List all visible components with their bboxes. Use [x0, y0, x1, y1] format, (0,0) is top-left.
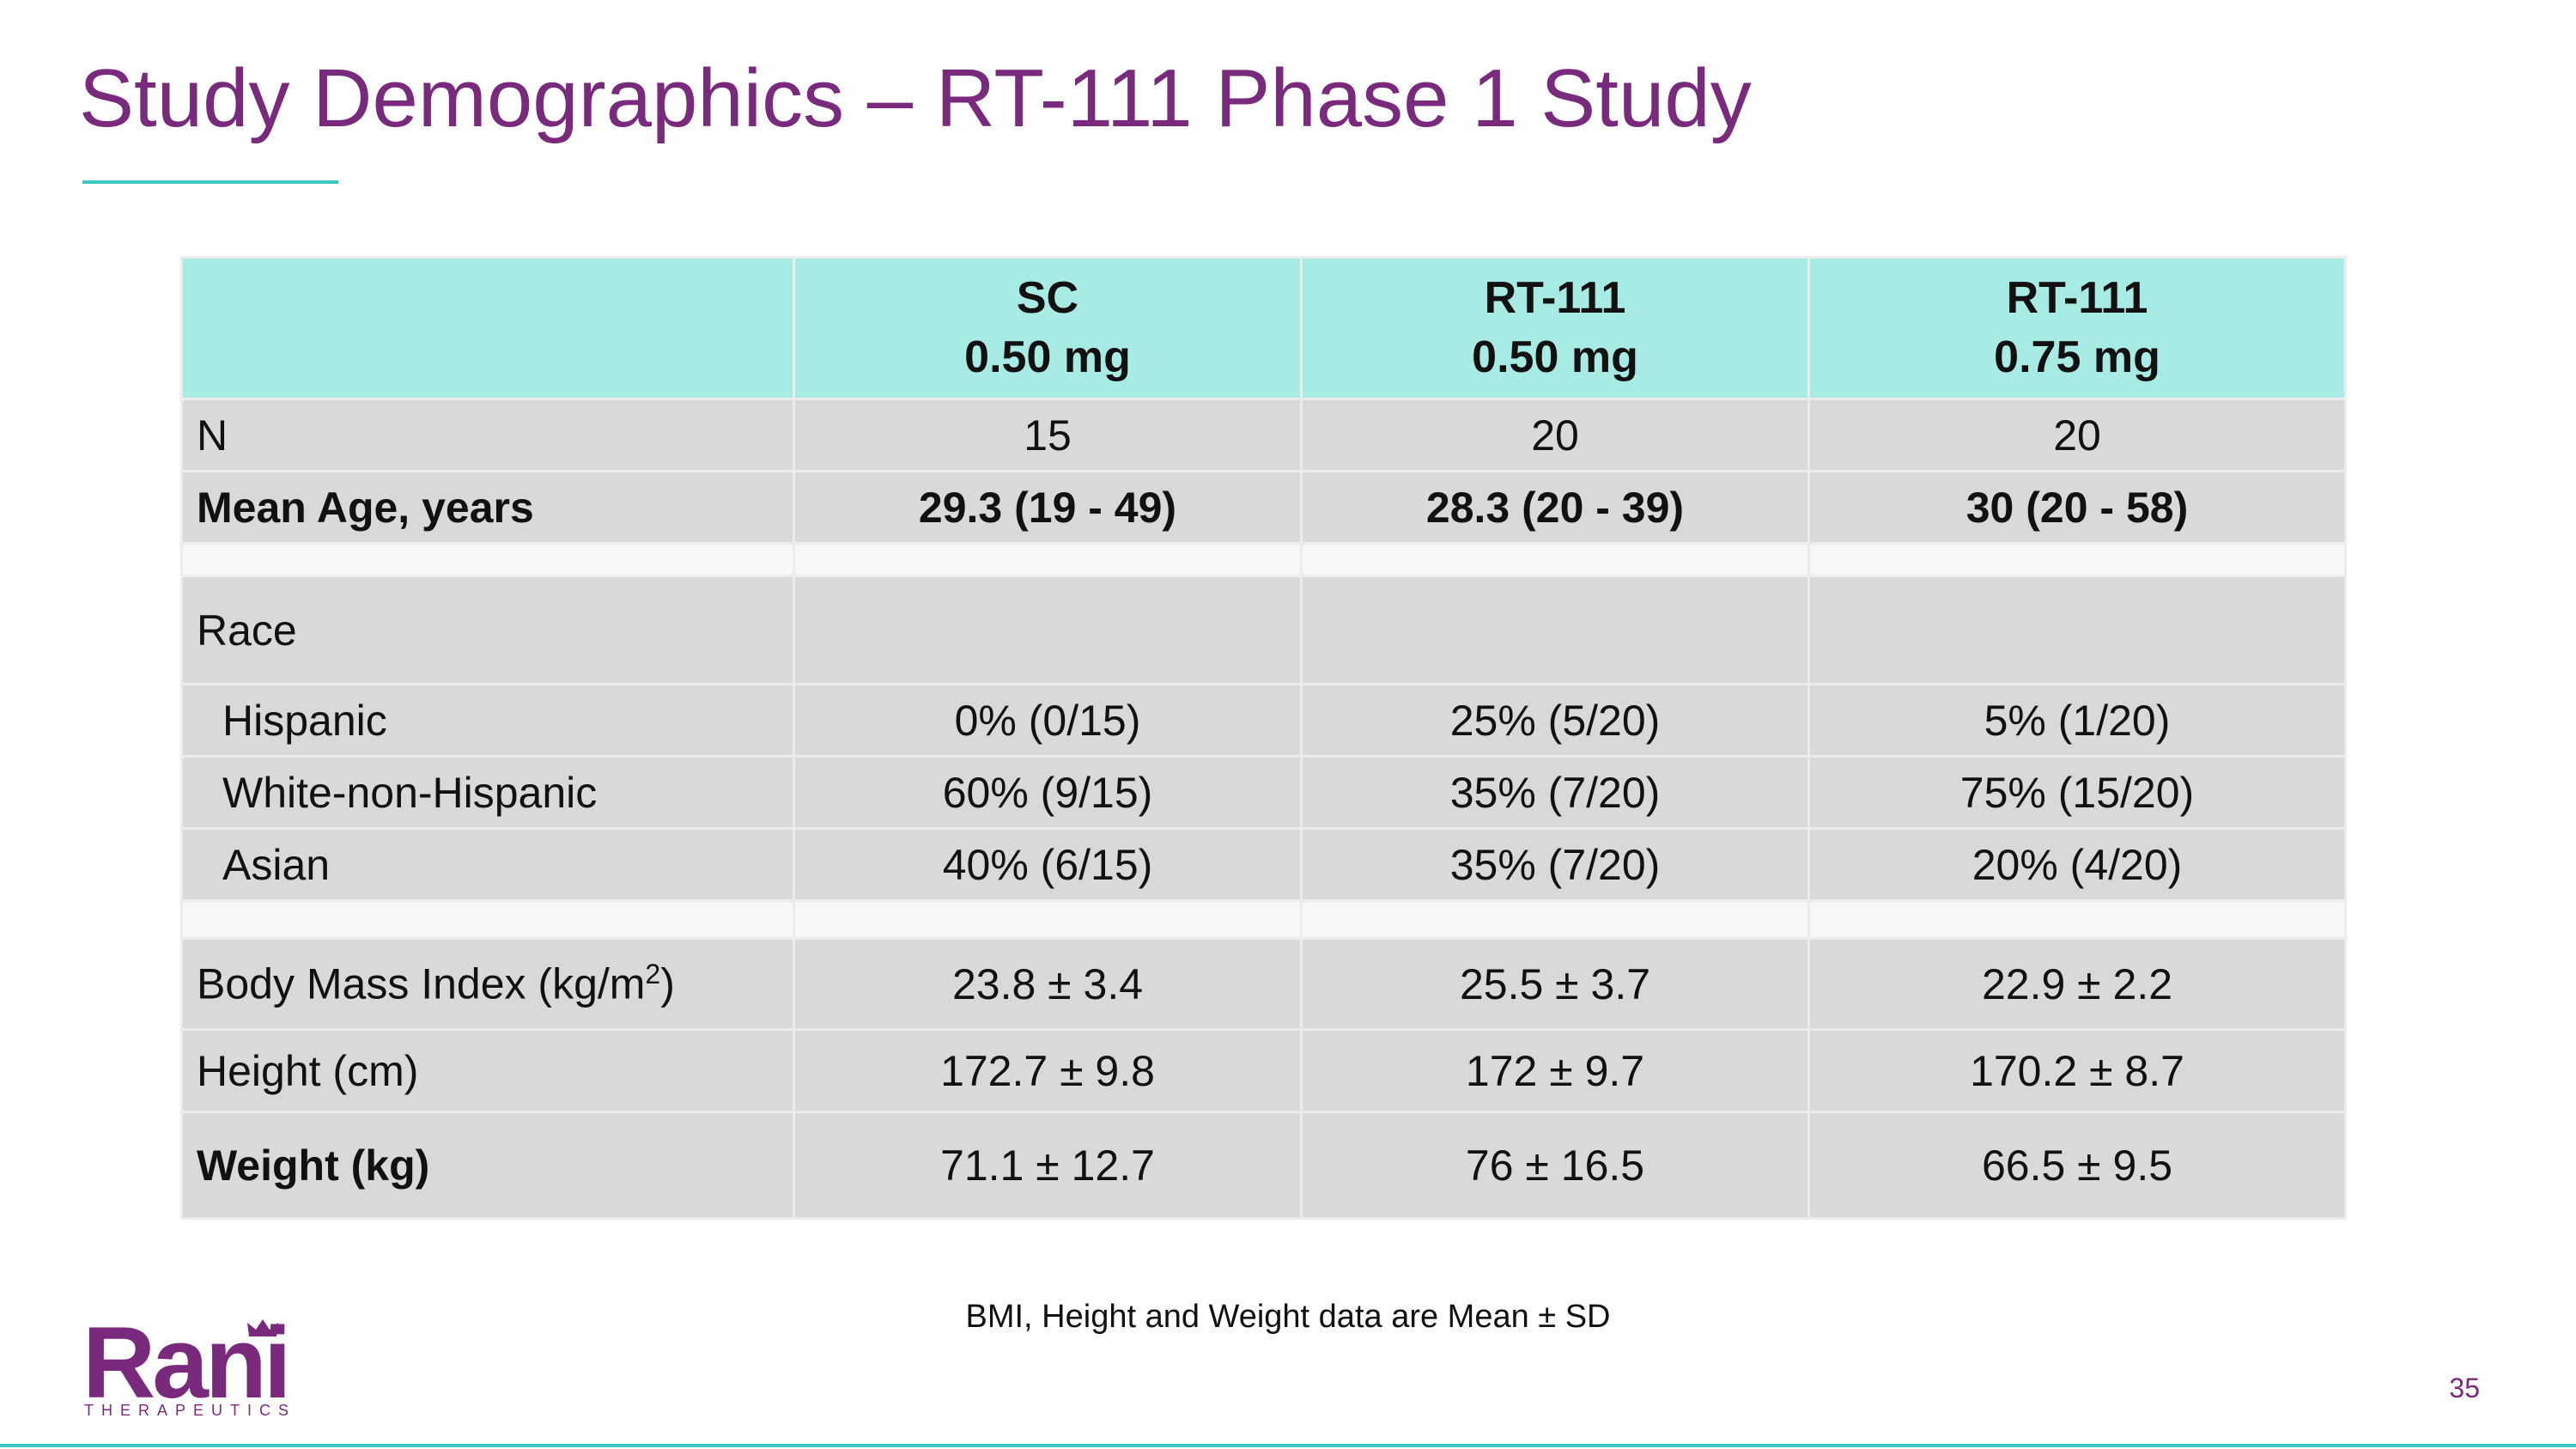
table-cell: 60% (9/15) — [793, 755, 1303, 830]
superscript: 2 — [645, 959, 661, 990]
table-cell: 20 — [1807, 398, 2347, 472]
spacer-cell — [793, 899, 1303, 940]
table-cell: 35% (7/20) — [1300, 827, 1810, 902]
spacer-row — [180, 542, 2347, 577]
table-cell: 75% (15/20) — [1807, 755, 2347, 830]
header-cell-rt111-050: RT-111 0.50 mg — [1300, 256, 1810, 400]
footnote: BMI, Height and Weight data are Mean ± S… — [965, 1299, 1611, 1335]
table-row: Body Mass Index (kg/m2) 23.8 ± 3.4 25.5 … — [180, 937, 2347, 1031]
rani-logo: Rani THERAPEUTICS — [82, 1312, 292, 1419]
spacer-row — [180, 899, 2347, 940]
table-cell: 23.8 ± 3.4 — [793, 937, 1303, 1031]
table-row: N 15 20 20 — [180, 398, 2347, 472]
table-cell: 22.9 ± 2.2 — [1807, 937, 2347, 1031]
table-cell: 25.5 ± 3.7 — [1300, 937, 1810, 1031]
row-label: Hispanic — [180, 683, 795, 758]
row-label: Asian — [180, 827, 795, 902]
row-label: Race — [180, 575, 795, 685]
table-cell: 40% (6/15) — [793, 827, 1303, 902]
crown-icon — [247, 1319, 278, 1336]
table-row: Asian 40% (6/15) 35% (7/20) 20% (4/20) — [180, 827, 2347, 902]
spacer-cell — [1300, 899, 1810, 940]
slide-title: Study Demographics – RT-111 Phase 1 Stud… — [79, 52, 1752, 144]
table-cell — [1300, 575, 1810, 685]
table-cell: 28.3 (20 - 39) — [1300, 470, 1810, 545]
table-cell: 20% (4/20) — [1807, 827, 2347, 902]
table-cell: 71.1 ± 12.7 — [793, 1111, 1303, 1220]
table-cell: 76 ± 16.5 — [1300, 1111, 1810, 1220]
header-line: RT-111 — [2006, 273, 2148, 324]
table-row: White-non-Hispanic 60% (9/15) 35% (7/20)… — [180, 755, 2347, 830]
table-cell: 66.5 ± 9.5 — [1807, 1111, 2347, 1220]
spacer-cell — [1300, 542, 1810, 577]
table-header-row: SC 0.50 mg RT-111 0.50 mg RT-111 0.75 mg — [180, 256, 2347, 400]
table-cell: 25% (5/20) — [1300, 683, 1810, 758]
table-cell: 5% (1/20) — [1807, 683, 2347, 758]
table-row: Hispanic 0% (0/15) 25% (5/20) 5% (1/20) — [180, 683, 2347, 758]
table-cell: 29.3 (19 - 49) — [793, 470, 1303, 545]
header-cell-rt111-075: RT-111 0.75 mg — [1807, 256, 2347, 400]
table-cell — [793, 575, 1303, 685]
row-label: Weight (kg) — [180, 1111, 795, 1220]
header-line: 0.75 mg — [1994, 332, 2160, 382]
row-label: White-non-Hispanic — [180, 755, 795, 830]
spacer-cell — [1807, 542, 2347, 577]
bottom-accent-line — [0, 1444, 2576, 1447]
row-label-bmi: Body Mass Index (kg/m2) — [180, 937, 795, 1031]
table-cell: 15 — [793, 398, 1303, 472]
table-row: Height (cm) 172.7 ± 9.8 172 ± 9.7 170.2 … — [180, 1028, 2347, 1113]
spacer-cell — [793, 542, 1303, 577]
table-row: Weight (kg) 71.1 ± 12.7 76 ± 16.5 66.5 ±… — [180, 1111, 2347, 1220]
title-underline — [82, 180, 338, 184]
spacer-cell — [180, 542, 795, 577]
header-cell-sc: SC 0.50 mg — [793, 256, 1303, 400]
row-label-suffix: ) — [660, 959, 675, 1008]
spacer-cell — [1807, 899, 2347, 940]
row-label-text: Body Mass Index (kg/m — [197, 959, 646, 1008]
header-line: 0.50 mg — [964, 332, 1131, 382]
page-number: 35 — [2449, 1373, 2480, 1403]
row-label: Height (cm) — [180, 1028, 795, 1113]
table-cell: 172.7 ± 9.8 — [793, 1028, 1303, 1113]
logo-subtitle: THERAPEUTICS — [84, 1402, 297, 1419]
header-line: RT-111 — [1484, 273, 1626, 324]
table-cell: 170.2 ± 8.7 — [1807, 1028, 2347, 1113]
header-line: 0.50 mg — [1472, 332, 1638, 382]
row-label: Mean Age, years — [180, 470, 795, 545]
table-cell: 0% (0/15) — [793, 683, 1303, 758]
table-row: Mean Age, years 29.3 (19 - 49) 28.3 (20 … — [180, 470, 2347, 545]
table-cell: 30 (20 - 58) — [1807, 470, 2347, 545]
table-cell: 20 — [1300, 398, 1810, 472]
header-cell-empty — [180, 256, 795, 400]
demographics-table: SC 0.50 mg RT-111 0.50 mg RT-111 0.75 mg… — [180, 256, 2347, 1220]
header-line: SC — [1016, 273, 1079, 324]
table-cell — [1807, 575, 2347, 685]
table-row: Race — [180, 575, 2347, 685]
table-cell: 172 ± 9.7 — [1300, 1028, 1810, 1113]
row-label: N — [180, 398, 795, 472]
table-cell: 35% (7/20) — [1300, 755, 1810, 830]
spacer-cell — [180, 899, 795, 940]
